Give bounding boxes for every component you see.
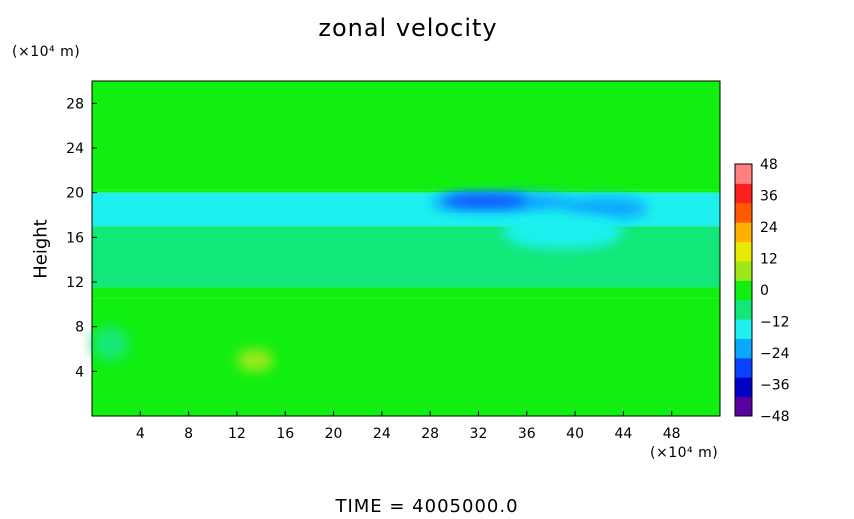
colorbar-segment <box>735 183 752 204</box>
heatmap-region <box>92 189 720 193</box>
colorbar-frame <box>734 163 753 417</box>
plot-frame <box>91 80 721 417</box>
heatmap-region <box>92 226 720 288</box>
heatmap-region <box>236 349 274 372</box>
x-tick-label: 40 <box>566 426 584 442</box>
x-tick-label: 24 <box>373 426 391 442</box>
heatmap-region <box>92 81 720 190</box>
colorbar-tick-label: 48 <box>760 157 778 173</box>
chart-title: zonal velocity <box>318 14 498 42</box>
y-axis-unit: (×10⁴ m) <box>12 44 81 60</box>
colorbar-segment <box>735 280 752 301</box>
y-tick-label: 24 <box>66 141 84 157</box>
colorbar-tick-label: 12 <box>760 252 778 268</box>
colorbar-tick-label: 0 <box>760 283 769 299</box>
heatmap-region <box>92 298 720 416</box>
heatmap-region <box>502 215 624 249</box>
colorbar-segment <box>735 357 752 378</box>
colorbar-tick-label: −36 <box>760 378 790 394</box>
heatmap-region <box>92 326 129 361</box>
y-tick-label: 12 <box>66 275 84 291</box>
x-axis-unit: (×10⁴ m) <box>650 445 719 461</box>
x-tick-label: 48 <box>663 426 681 442</box>
x-tick-label: 36 <box>518 426 536 442</box>
y-tick-label: 28 <box>66 96 84 112</box>
colorbar: 48 36 24 12 0 −12 −24 −36 −48 <box>734 157 790 425</box>
heatmap-plot <box>91 80 721 417</box>
x-tick-label: 20 <box>325 426 343 442</box>
x-tick-label: 8 <box>184 426 193 442</box>
colorbar-tick-label: 36 <box>760 189 778 205</box>
colorbar-tick-label: −24 <box>760 346 790 362</box>
colorbar-segment <box>735 202 752 223</box>
colorbar-segment <box>735 222 752 243</box>
colorbar-segment <box>735 319 752 339</box>
colorbar-segment <box>735 299 752 320</box>
x-tick-label: 12 <box>228 426 246 442</box>
y-tick-label: 4 <box>75 364 84 380</box>
colorbar-tick-label: −12 <box>760 315 790 331</box>
colorbar-segment <box>735 260 752 281</box>
y-tick-label: 8 <box>75 320 84 336</box>
colorbar-tick-label: −48 <box>760 409 790 425</box>
heatmap-region <box>442 194 527 207</box>
x-tick-label: 44 <box>614 426 632 442</box>
colorbar-segment <box>735 338 752 359</box>
colorbar-segment <box>735 377 752 398</box>
y-tick-label: 16 <box>66 230 84 246</box>
heatmap-region <box>563 197 648 220</box>
x-tick-label: 32 <box>470 426 488 442</box>
colorbar-segment <box>735 241 752 262</box>
time-label: TIME = 4005000.0 <box>335 496 519 517</box>
colorbar-segment <box>735 164 752 184</box>
y-tick-label: 20 <box>66 186 84 202</box>
colorbar-tick-label: 24 <box>760 220 778 236</box>
x-tick-label: 4 <box>136 426 145 442</box>
x-tick-label: 16 <box>276 426 294 442</box>
colorbar-segment <box>735 396 752 417</box>
x-tick-label: 28 <box>421 426 439 442</box>
heatmap-region <box>92 287 720 299</box>
